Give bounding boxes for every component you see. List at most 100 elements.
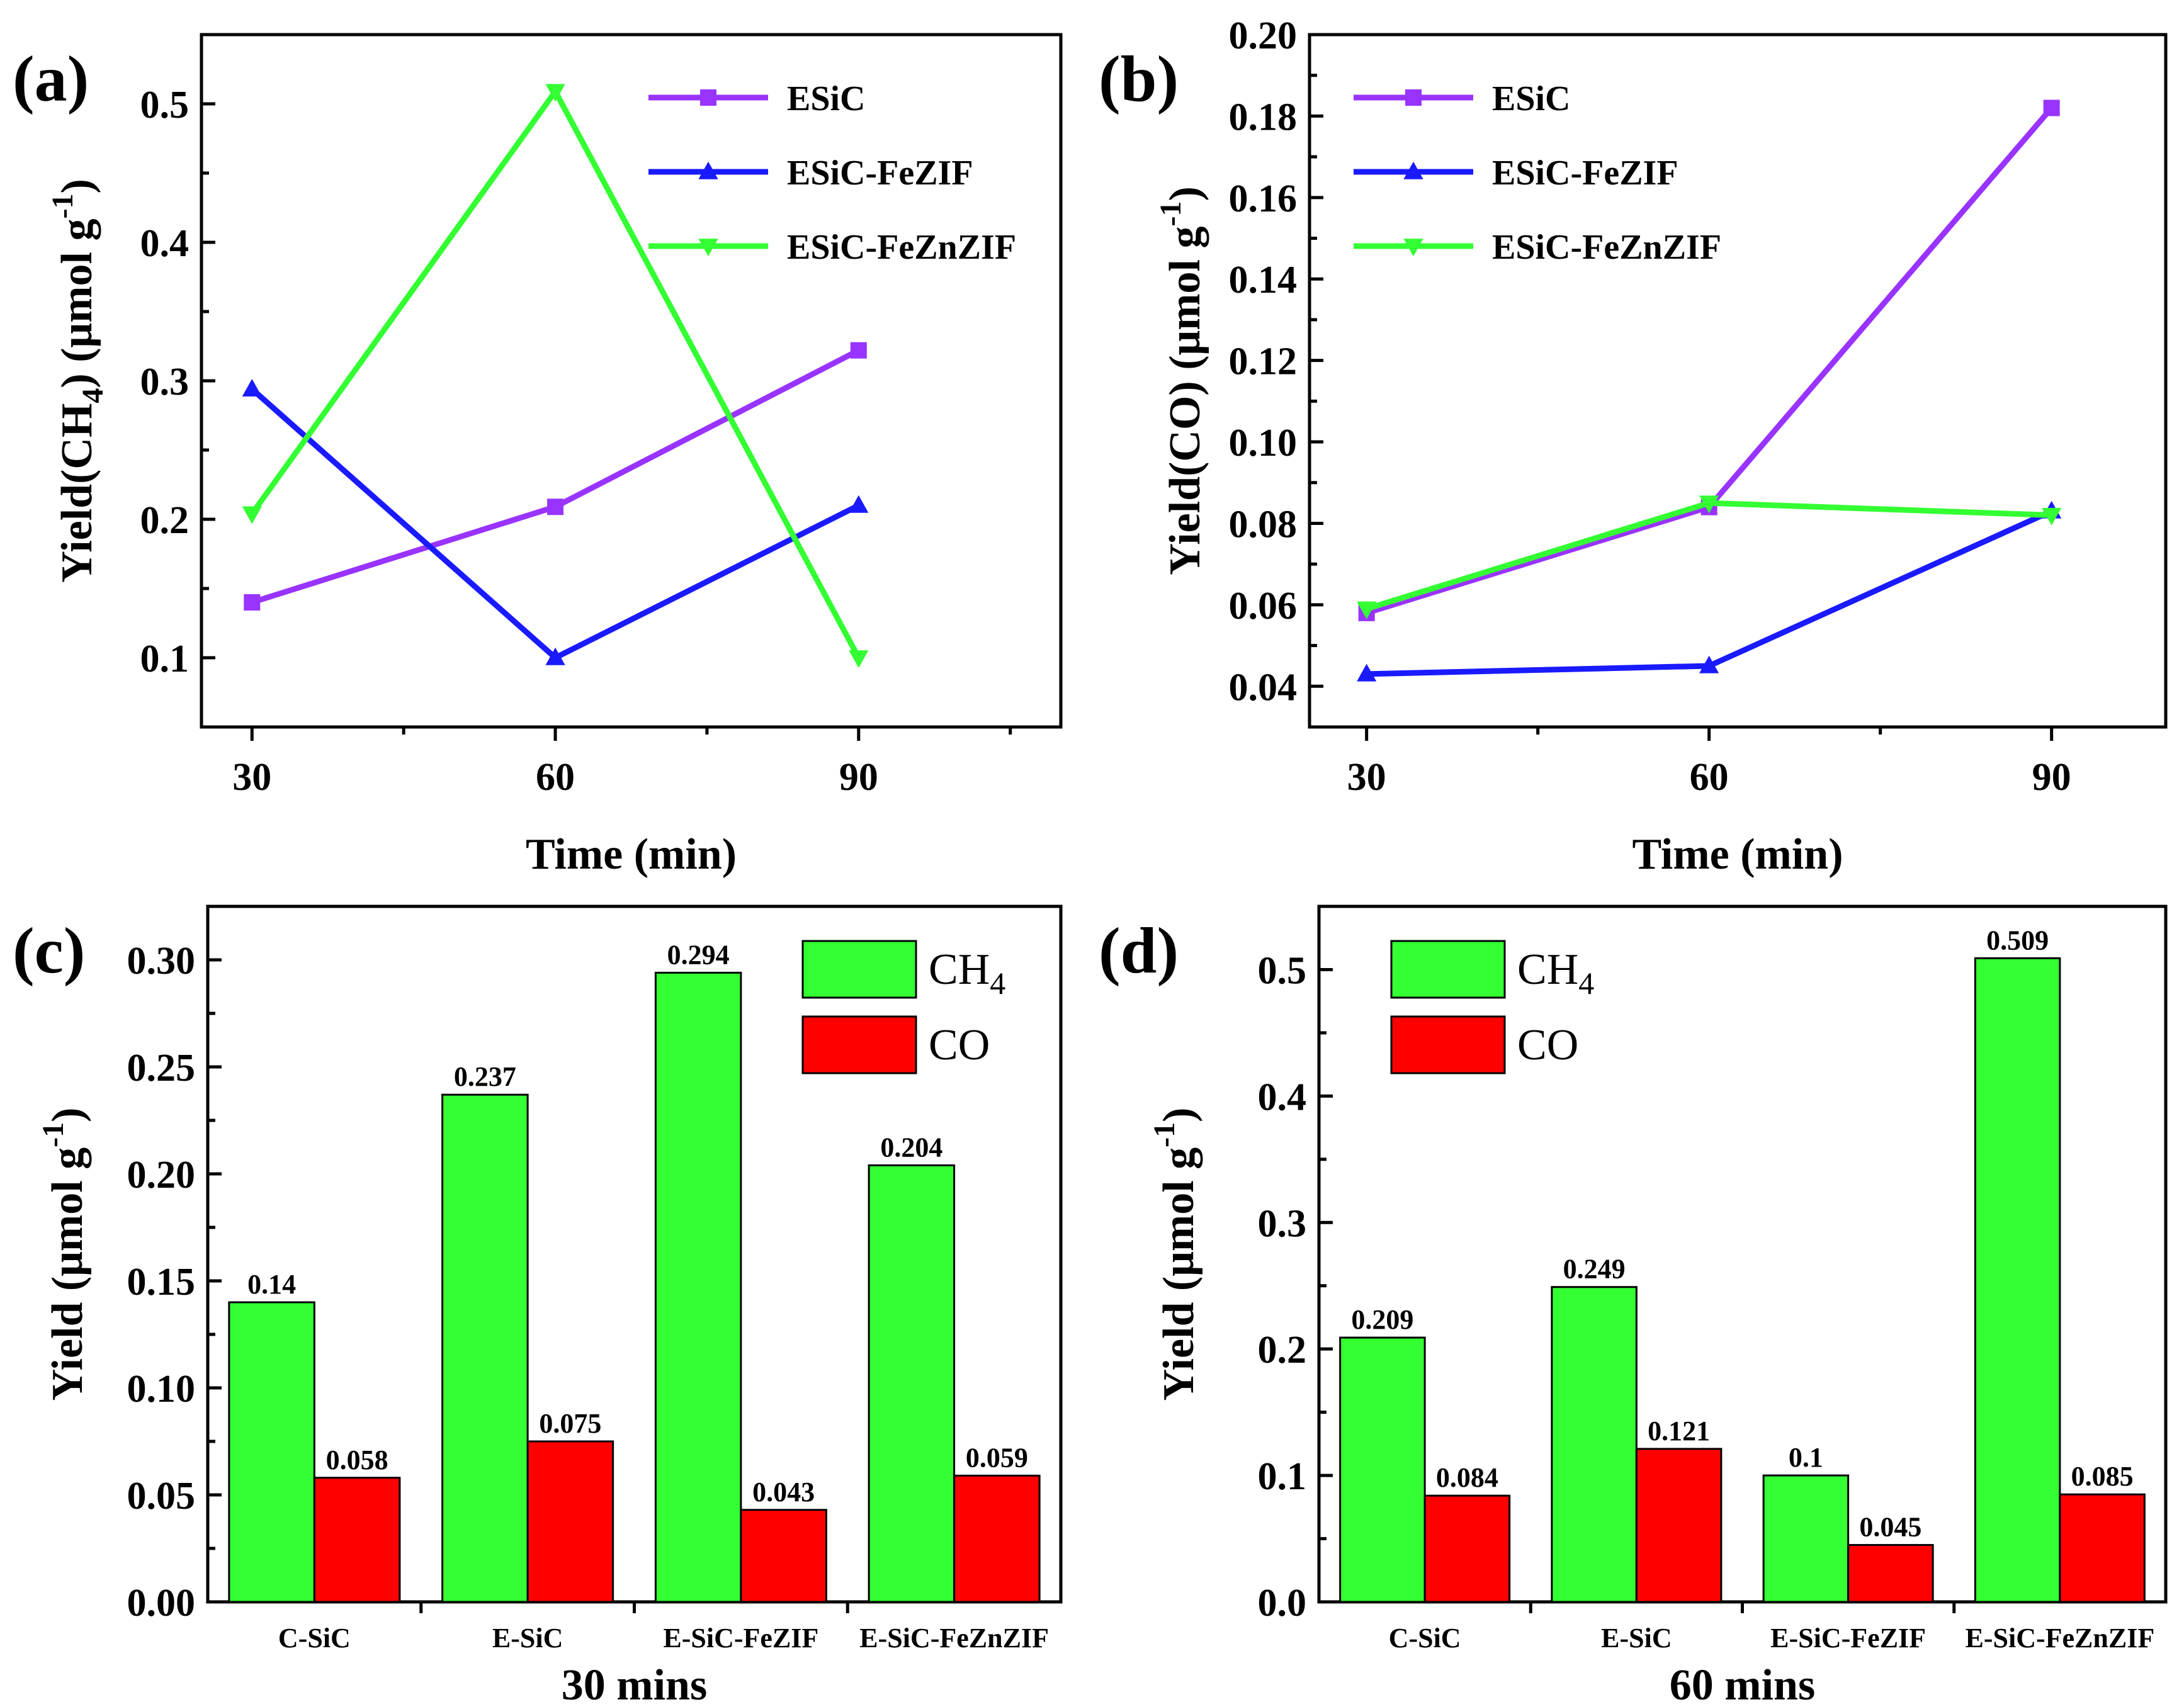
- x-axis-label: Time (min): [526, 830, 737, 879]
- legend-label: ESiC: [1492, 79, 1571, 118]
- bar-CO-E-SiC: [526, 1440, 614, 1603]
- y-axis-label-sup: -1: [1148, 1122, 1181, 1147]
- bar-CH-E-SiC: [441, 1093, 529, 1603]
- data-point-ESiC-30: [244, 594, 261, 611]
- y-tick-label: 0.16: [1229, 177, 1298, 220]
- x-axis-label: Time (min): [1632, 830, 1843, 879]
- panel-label: (a): [13, 43, 89, 115]
- bar-CH-E-SiC-FeZIF: [654, 971, 742, 1603]
- legend-label: CH4: [929, 945, 1005, 1001]
- category-label: E-SiC-FeZIF: [1770, 1623, 1926, 1653]
- x-tick-label: 30: [1347, 756, 1386, 799]
- legend-label-name: CO: [1517, 1021, 1578, 1069]
- bar-CO-E-SiC-FeZnZIF: [953, 1474, 1041, 1603]
- bar-value-label: 0.1: [1789, 1442, 1823, 1473]
- legend-swatch-CO: [1390, 1015, 1506, 1074]
- bar-value-label: 0.204: [880, 1132, 942, 1163]
- y-tick-label: 0.2: [1258, 1329, 1307, 1372]
- y-axis-label-sup: -1: [1154, 201, 1187, 227]
- y-tick-label: 0.1: [1258, 1455, 1307, 1498]
- y-axis-label-prefix: Yield (μmol g: [1155, 1147, 1203, 1401]
- data-point-ESiC-60: [547, 499, 564, 515]
- y-tick-label: 0.3: [1258, 1202, 1307, 1245]
- legend-label-name: CO: [929, 1021, 990, 1069]
- y-tick-label: 0.08: [1229, 503, 1298, 546]
- data-point-ESiC-90: [850, 342, 867, 359]
- data-point-ESiC-FeZIF-60: [545, 647, 565, 665]
- bar-CO-E-SiC-FeZIF: [740, 1509, 827, 1603]
- bar-CO-E-SiC-FeZnZIF: [2059, 1493, 2146, 1603]
- series-line-ESiC-FeZIF: [1366, 508, 2053, 677]
- x-tick-label: 60: [536, 756, 575, 799]
- x-axis-label: 30 mins: [562, 1661, 707, 1707]
- bar-value-label: 0.121: [1648, 1416, 1710, 1446]
- bar-value-label: 0.058: [326, 1445, 388, 1475]
- legend-label: CH4: [1517, 945, 1594, 1001]
- panel-label: (d): [1099, 915, 1179, 987]
- y-axis-label-sup: -1: [46, 194, 79, 219]
- y-tick-label: 0.1: [140, 638, 190, 680]
- bar-value-label: 0.249: [1563, 1254, 1626, 1285]
- data-point-ESiC-FeZnZIF-30: [1357, 601, 1377, 619]
- bar-value-label: 0.043: [752, 1477, 815, 1507]
- data-point-ESiC-90: [2043, 99, 2060, 116]
- bar-CO-C-SiC: [313, 1477, 401, 1603]
- bar-value-label: 0.059: [966, 1442, 1028, 1473]
- x-tick-label: 60: [1690, 756, 1729, 799]
- y-tick-label: 0.4: [1258, 1076, 1307, 1118]
- bar-value-label: 0.075: [539, 1408, 601, 1439]
- bar-CH-E-SiC: [1551, 1286, 1638, 1603]
- chart-panel-c: 0.00 0.05 0.10 0.15 0.20 0.25 0.30 C-SiC 0.14 0.0…: [13, 904, 1063, 1707]
- legend-marker-ESiC-FeZnZIF: [1403, 239, 1423, 257]
- bar-value-label: 0.509: [1986, 925, 2049, 955]
- bar-value-label: 0.14: [247, 1269, 296, 1300]
- data-point-ESiC-FeZnZIF-90: [2042, 507, 2062, 526]
- y-axis-label-sub: 4: [76, 388, 110, 403]
- legend-swatch-CH: [1390, 940, 1506, 999]
- category-label: C-SiC: [1389, 1623, 1461, 1653]
- y-tick-label: 0.5: [1258, 949, 1307, 992]
- chart-panel-b: 0.04 0.06 0.08 0.10 0.12 0.14 0.16 0.18 0.20 30 60…: [1099, 14, 2168, 879]
- data-point-ESiC-FeZIF-30: [242, 378, 262, 397]
- data-point-ESiC-FeZnZIF-60: [1699, 495, 1719, 514]
- y-axis-label: Yield(CH4) (μmol g-1): [46, 179, 110, 583]
- bar-CH-E-SiC-FeZIF: [1762, 1474, 1850, 1603]
- y-tick-label: 0.00: [127, 1582, 196, 1625]
- bar-value-label: 0.294: [667, 939, 730, 970]
- y-axis-label-sup: -1: [37, 1122, 70, 1147]
- legend-label: ESiC-FeZIF: [787, 154, 973, 193]
- legend-label: ESiC-FeZnZIF: [1492, 228, 1721, 267]
- panel-label: (b): [1099, 43, 1179, 115]
- category-label: E-SiC-FeZIF: [663, 1623, 818, 1653]
- legend-swatch-CH: [801, 940, 917, 999]
- y-tick-label: 0.06: [1229, 585, 1298, 628]
- y-axis-label: Yield (μmol g-1): [1148, 1108, 1203, 1401]
- legend-marker-ESiC: [700, 89, 716, 106]
- legend-label: CO: [929, 1021, 990, 1069]
- legend-marker-ESiC-FeZIF: [698, 161, 718, 179]
- y-axis-label: Yield (μmol g-1): [37, 1108, 92, 1401]
- y-axis-label-prefix: Yield(CO) (μmol g: [1161, 227, 1209, 575]
- y-axis-label-suffix: ): [43, 1108, 92, 1122]
- plot-frame: [1308, 33, 2168, 729]
- y-tick-label: 0.18: [1229, 96, 1298, 138]
- y-axis-label: Yield(CO) (μmol g-1): [1154, 186, 1209, 575]
- legend-marker-ESiC-FeZnZIF: [698, 239, 718, 257]
- bar-CO-C-SiC: [1423, 1494, 1511, 1603]
- data-point-ESiC-FeZIF-90: [849, 495, 869, 513]
- category-label: C-SiC: [278, 1623, 351, 1653]
- bar-value-label: 0.237: [454, 1061, 516, 1092]
- y-axis-label-suffix: ): [1155, 1108, 1203, 1122]
- x-tick-label: 90: [839, 756, 878, 799]
- bar-value-label: 0.084: [1436, 1462, 1498, 1493]
- y-tick-label: 0.20: [1229, 14, 1298, 57]
- y-tick-label: 0.5: [140, 84, 190, 127]
- y-axis-label-suffix: ): [1161, 186, 1209, 201]
- bar-CH-C-SiC: [228, 1301, 315, 1603]
- data-point-ESiC-FeZIF-30: [1357, 663, 1377, 682]
- y-tick-label: 0.25: [127, 1047, 196, 1090]
- y-axis-label-prefix: Yield (μmol g: [43, 1147, 92, 1401]
- y-axis-label-mid: ) (μmol g: [53, 219, 101, 388]
- chart-panel-a: 0.1 0.2 0.3 0.4 0.5 30 60 90 ESiC ESiC-FeZIF ESiC-…: [13, 33, 1063, 879]
